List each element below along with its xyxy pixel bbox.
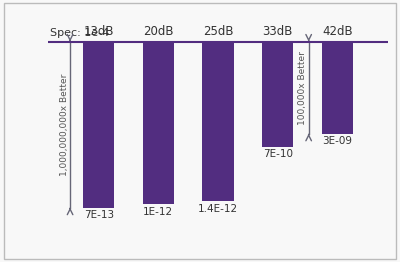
Bar — [322, 42, 353, 134]
Text: 20dB: 20dB — [143, 25, 174, 38]
Text: Spec: 1e-4: Spec: 1e-4 — [50, 28, 109, 38]
Bar — [202, 42, 234, 201]
Text: 13dB: 13dB — [84, 25, 114, 38]
Text: 1E-12: 1E-12 — [143, 207, 174, 217]
Text: 1.4E-12: 1.4E-12 — [198, 204, 238, 214]
Text: 7E-10: 7E-10 — [263, 149, 293, 159]
Text: 1,000,000,000x Better: 1,000,000,000x Better — [60, 73, 69, 176]
Text: 100,000x Better: 100,000x Better — [298, 51, 307, 124]
Text: 3E-09: 3E-09 — [322, 136, 352, 146]
Text: 42dB: 42dB — [322, 25, 353, 38]
Bar — [83, 42, 114, 208]
Bar — [262, 42, 293, 146]
Text: 33dB: 33dB — [262, 25, 293, 38]
Bar — [143, 42, 174, 204]
Text: 25dB: 25dB — [203, 25, 233, 38]
Text: 7E-13: 7E-13 — [84, 210, 114, 220]
